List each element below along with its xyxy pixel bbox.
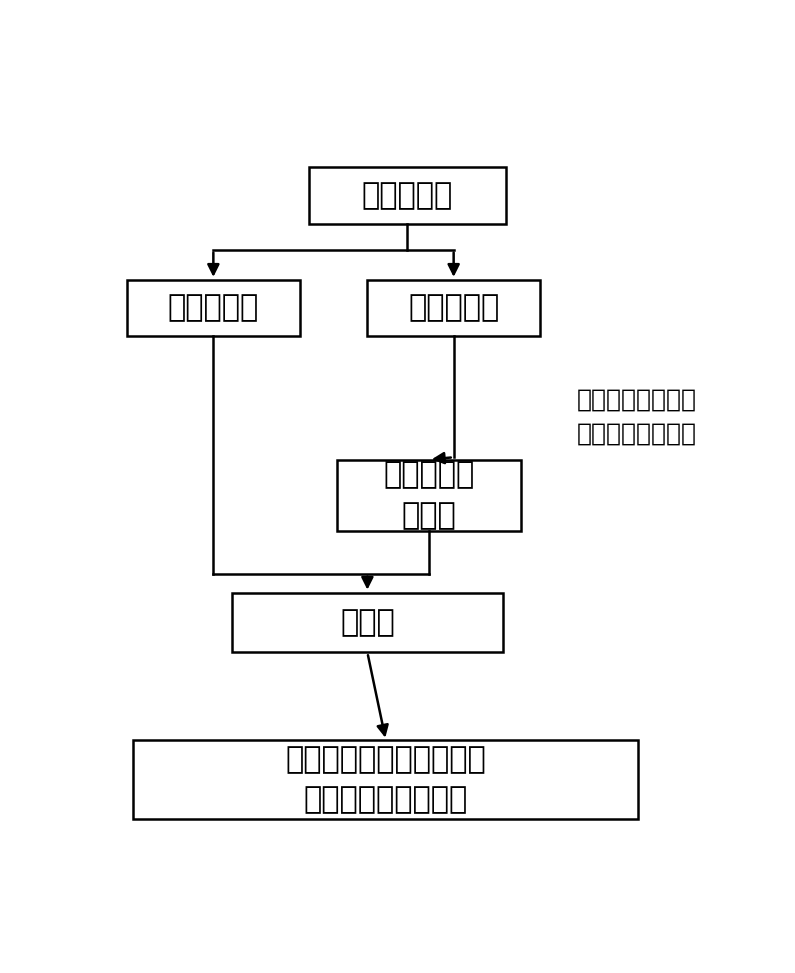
FancyBboxPatch shape bbox=[336, 459, 522, 530]
Text: 格式化: 格式化 bbox=[340, 608, 395, 637]
Text: 基于固定源计算和插值计
算的嵌入式迭代计算: 基于固定源计算和插值计 算的嵌入式迭代计算 bbox=[285, 745, 487, 814]
Text: 共振截面表
（新）: 共振截面表 （新） bbox=[383, 460, 475, 530]
Text: 基于一维燃料栅元
的共振截面表计算: 基于一维燃料栅元 的共振截面表计算 bbox=[577, 387, 697, 446]
Text: 共振截面表: 共振截面表 bbox=[408, 293, 499, 322]
FancyBboxPatch shape bbox=[367, 279, 540, 336]
FancyBboxPatch shape bbox=[127, 279, 300, 336]
FancyBboxPatch shape bbox=[134, 740, 638, 819]
FancyBboxPatch shape bbox=[308, 167, 506, 224]
Text: 非共振数据: 非共振数据 bbox=[168, 293, 259, 322]
FancyBboxPatch shape bbox=[232, 593, 503, 653]
Text: 原始数据库: 原始数据库 bbox=[362, 181, 453, 210]
